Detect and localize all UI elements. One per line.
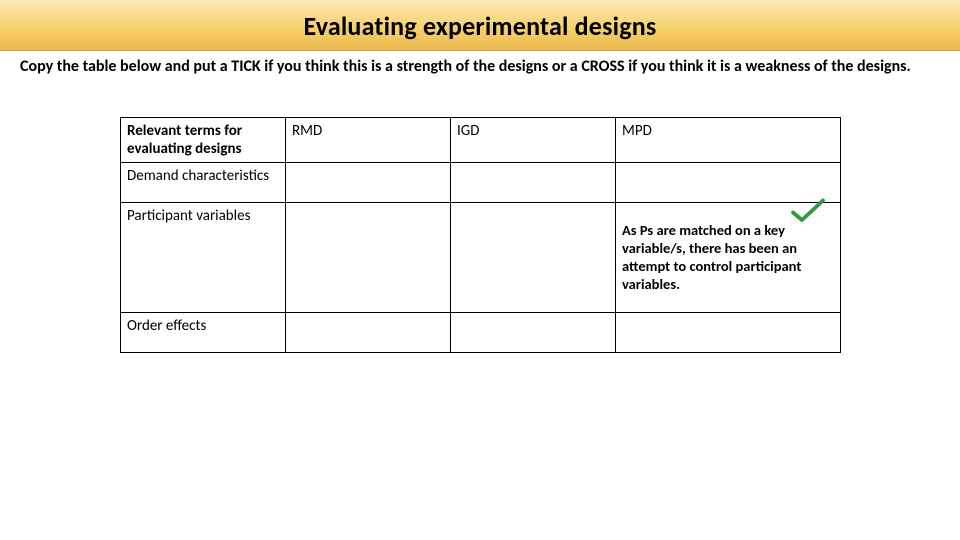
header-mpd: MPD (616, 118, 841, 163)
table-container: Relevant terms for evaluating designs RM… (0, 77, 960, 353)
cell-order-mpd (616, 313, 841, 353)
header-igd: IGD (451, 118, 616, 163)
cell-participant-mpd: As Ps are matched on a key variable/s, t… (616, 203, 841, 313)
header-rmd: RMD (286, 118, 451, 163)
mpd-note: As Ps are matched on a key variable/s, t… (622, 221, 834, 294)
cell-participant-igd (451, 203, 616, 313)
cell-order-rmd (286, 313, 451, 353)
cell-demand-igd (451, 163, 616, 203)
tick-icon (790, 197, 826, 225)
table-row: Demand characteristics (121, 163, 841, 203)
table-row: Participant variables As Ps are matched … (121, 203, 841, 313)
cell-demand-rmd (286, 163, 451, 203)
cell-order-igd (451, 313, 616, 353)
page-title: Evaluating experimental designs (0, 10, 960, 42)
table-header-row: Relevant terms for evaluating designs RM… (121, 118, 841, 163)
row-label-demand: Demand characteristics (121, 163, 286, 203)
title-banner: Evaluating experimental designs (0, 0, 960, 51)
instruction-text: Copy the table below and put a TICK if y… (0, 51, 960, 77)
header-terms: Relevant terms for evaluating designs (121, 118, 286, 163)
designs-table: Relevant terms for evaluating designs RM… (120, 117, 841, 353)
cell-participant-rmd (286, 203, 451, 313)
row-label-participant: Participant variables (121, 203, 286, 313)
row-label-order: Order effects (121, 313, 286, 353)
table-row: Order effects (121, 313, 841, 353)
